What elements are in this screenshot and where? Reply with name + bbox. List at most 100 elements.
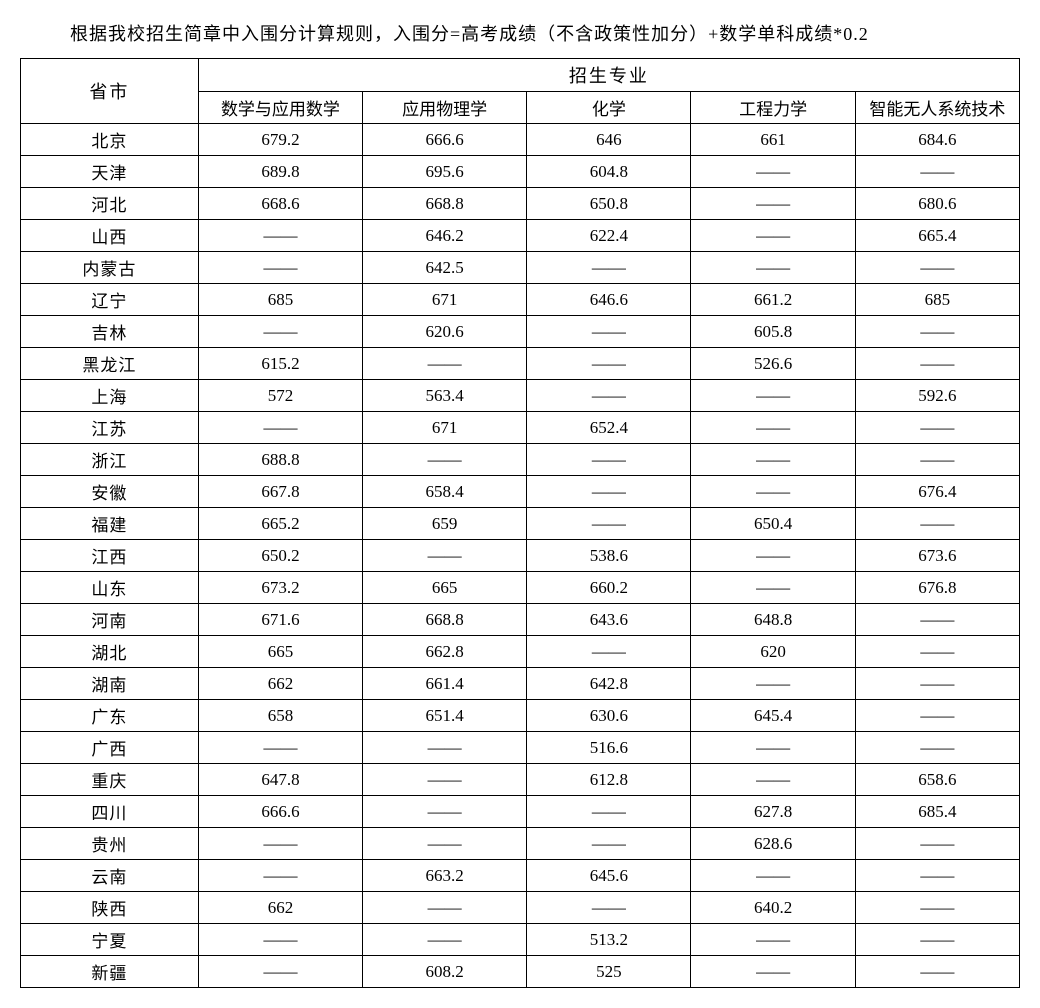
cell-value: —— [691, 956, 855, 988]
cell-province: 江西 [21, 540, 199, 572]
cell-value: —— [691, 380, 855, 412]
table-row: 吉林——620.6——605.8—— [21, 316, 1020, 348]
table-body: 北京679.2666.6646661684.6天津689.8695.6604.8… [21, 124, 1020, 988]
cell-value: —— [198, 924, 362, 956]
cell-value: 661.4 [363, 668, 527, 700]
cell-value: 642.8 [527, 668, 691, 700]
header-majors-group: 招生专业 [198, 59, 1019, 92]
cell-value: —— [527, 828, 691, 860]
cell-value: —— [855, 348, 1019, 380]
header-major-2: 化学 [527, 92, 691, 124]
cell-value: 658.6 [855, 764, 1019, 796]
cell-value: 665.4 [855, 220, 1019, 252]
cell-value: —— [691, 476, 855, 508]
cell-value: 658.4 [363, 476, 527, 508]
table-row: 陕西662————640.2—— [21, 892, 1020, 924]
cell-value: 615.2 [198, 348, 362, 380]
cell-value: 671.6 [198, 604, 362, 636]
cell-value: —— [527, 348, 691, 380]
table-row: 云南——663.2645.6———— [21, 860, 1020, 892]
cell-value: 668.8 [363, 188, 527, 220]
table-row: 江西650.2——538.6——673.6 [21, 540, 1020, 572]
cell-province: 湖北 [21, 636, 199, 668]
cell-value: 671 [363, 284, 527, 316]
cell-value: —— [527, 252, 691, 284]
cell-province: 山东 [21, 572, 199, 604]
cell-value: 538.6 [527, 540, 691, 572]
cell-value: 650.4 [691, 508, 855, 540]
cell-value: —— [855, 316, 1019, 348]
cell-value: —— [691, 924, 855, 956]
cell-value: —— [691, 732, 855, 764]
cell-value: 645.6 [527, 860, 691, 892]
cell-value: —— [198, 860, 362, 892]
cell-value: —— [691, 572, 855, 604]
cell-value: 695.6 [363, 156, 527, 188]
cell-value: —— [855, 156, 1019, 188]
cell-value: 661 [691, 124, 855, 156]
cell-value: —— [527, 892, 691, 924]
table-row: 湖北665662.8——620—— [21, 636, 1020, 668]
cell-value: —— [855, 924, 1019, 956]
table-row: 江苏——671652.4———— [21, 412, 1020, 444]
cell-value: 663.2 [363, 860, 527, 892]
cell-value: —— [855, 828, 1019, 860]
table-row: 浙江688.8———————— [21, 444, 1020, 476]
cell-province: 浙江 [21, 444, 199, 476]
cell-value: —— [363, 732, 527, 764]
cell-value: —— [691, 764, 855, 796]
cell-value: —— [855, 604, 1019, 636]
cell-value: —— [855, 636, 1019, 668]
cell-province: 河北 [21, 188, 199, 220]
cell-value: 592.6 [855, 380, 1019, 412]
cell-value: 679.2 [198, 124, 362, 156]
cell-value: 648.8 [691, 604, 855, 636]
cell-value: —— [855, 412, 1019, 444]
header-major-0: 数学与应用数学 [198, 92, 362, 124]
table-row: 安徽667.8658.4————676.4 [21, 476, 1020, 508]
cell-value: —— [527, 380, 691, 412]
cell-value: 659 [363, 508, 527, 540]
table-row: 北京679.2666.6646661684.6 [21, 124, 1020, 156]
cell-value: 651.4 [363, 700, 527, 732]
cell-province: 广西 [21, 732, 199, 764]
cell-value: 605.8 [691, 316, 855, 348]
cell-province: 吉林 [21, 316, 199, 348]
cell-province: 内蒙古 [21, 252, 199, 284]
header-major-1: 应用物理学 [363, 92, 527, 124]
cell-value: —— [527, 508, 691, 540]
table-row: 贵州——————628.6—— [21, 828, 1020, 860]
cell-value: 665 [198, 636, 362, 668]
cell-value: —— [198, 412, 362, 444]
cell-value: —— [691, 188, 855, 220]
header-major-3: 工程力学 [691, 92, 855, 124]
cell-province: 新疆 [21, 956, 199, 988]
table-row: 宁夏————513.2———— [21, 924, 1020, 956]
cell-value: —— [198, 316, 362, 348]
table-row: 广东658651.4630.6645.4—— [21, 700, 1020, 732]
cell-province: 天津 [21, 156, 199, 188]
cell-value: 680.6 [855, 188, 1019, 220]
cell-value: 627.8 [691, 796, 855, 828]
cell-province: 辽宁 [21, 284, 199, 316]
cell-province: 云南 [21, 860, 199, 892]
cell-value: 612.8 [527, 764, 691, 796]
cell-value: 668.8 [363, 604, 527, 636]
cell-value: —— [855, 700, 1019, 732]
cell-value: 646.2 [363, 220, 527, 252]
table-row: 天津689.8695.6604.8———— [21, 156, 1020, 188]
header-province: 省市 [21, 59, 199, 124]
cell-value: 650.8 [527, 188, 691, 220]
cell-value: —— [855, 732, 1019, 764]
cell-value: —— [855, 252, 1019, 284]
cell-value: 643.6 [527, 604, 691, 636]
cell-value: —— [363, 828, 527, 860]
cell-value: 628.6 [691, 828, 855, 860]
table-row: 黑龙江615.2————526.6—— [21, 348, 1020, 380]
cell-value: 645.4 [691, 700, 855, 732]
cell-value: —— [691, 412, 855, 444]
cell-province: 湖南 [21, 668, 199, 700]
cell-value: 662.8 [363, 636, 527, 668]
table-row: 上海572563.4————592.6 [21, 380, 1020, 412]
cell-value: 685.4 [855, 796, 1019, 828]
